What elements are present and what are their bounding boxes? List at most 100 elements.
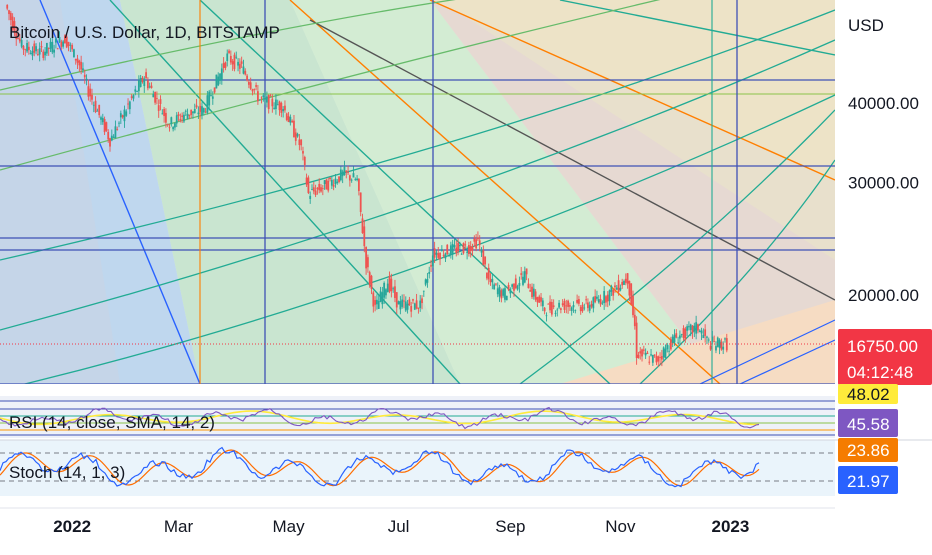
price-candle (437, 246, 440, 260)
price-candle (219, 73, 221, 85)
price-candle (156, 91, 158, 105)
price-candle (242, 59, 245, 75)
price-candle (352, 166, 355, 178)
price-candle (724, 337, 726, 343)
price-candle (289, 114, 292, 126)
price-candle (641, 348, 643, 362)
price-candle (587, 298, 589, 312)
price-candle (174, 122, 176, 131)
rsi-indicator-label[interactable]: RSI (14, close, SMA, 14, 2) (9, 413, 215, 432)
price-candle (379, 286, 382, 303)
price-candle (471, 243, 474, 256)
price-candle (529, 283, 532, 292)
price-candle (556, 307, 559, 317)
price-candle (94, 96, 97, 114)
price-candle (549, 295, 551, 313)
price-candle (513, 283, 515, 297)
price-candle (704, 324, 707, 343)
price-candle (599, 294, 602, 307)
price-candle (262, 92, 265, 102)
price-candle (686, 324, 689, 337)
price-candle (222, 57, 225, 73)
price-candle (98, 104, 101, 118)
price-candle (574, 309, 577, 314)
price-candle (121, 114, 124, 119)
price-candle (55, 37, 57, 49)
price-candle (664, 344, 667, 359)
price-candle (698, 329, 701, 333)
price-candle (118, 121, 120, 128)
price-candle (280, 101, 283, 118)
price-candle (579, 304, 582, 315)
price-candle (615, 285, 618, 290)
price-candle (688, 321, 690, 331)
price-candle (190, 109, 193, 119)
price-candle (458, 241, 461, 250)
price-candle (700, 327, 703, 341)
price-candle (334, 174, 337, 188)
price-candle (112, 134, 115, 138)
price-candle (633, 308, 636, 330)
price-candle (500, 288, 503, 303)
price-candle (238, 58, 241, 75)
price-candle (11, 13, 14, 31)
price-candle (412, 298, 414, 304)
price-candle (303, 155, 306, 171)
price-candle (193, 103, 196, 114)
stoch-indicator-label[interactable]: Stoch (14, 1, 3) (9, 463, 125, 482)
price-candle (680, 333, 683, 338)
stoch-pane (0, 439, 932, 496)
price-candle (554, 310, 557, 317)
price-candle (154, 91, 156, 105)
price-candle (504, 285, 506, 303)
rsi-line (0, 406, 760, 430)
price-candle (455, 240, 458, 257)
price-candle (655, 351, 658, 366)
price-candle (399, 295, 402, 315)
last-price-badge: 16750.00 04:12:48 (838, 329, 932, 385)
y-tick-label: 30000.00 (848, 174, 919, 193)
price-candle (716, 336, 719, 348)
symbol-title[interactable]: Bitcoin / U.S. Dollar, 1D, BITSTAMP (9, 23, 280, 42)
price-candle (83, 69, 86, 84)
price-candle (336, 179, 339, 185)
price-candle (157, 99, 160, 118)
price-candle (440, 245, 443, 252)
price-candle (359, 192, 362, 217)
price-candle (247, 79, 250, 89)
price-candle (523, 266, 526, 284)
price-candle (29, 50, 32, 55)
price-candle (410, 301, 413, 318)
price-candle (462, 242, 465, 255)
price-candle (159, 95, 162, 111)
price-candle (550, 299, 553, 317)
price-candle (406, 299, 409, 314)
price-candle (659, 352, 661, 365)
price-candle (15, 26, 18, 46)
price-candle (9, 10, 12, 26)
price-candle (630, 283, 633, 306)
price-candle (707, 337, 710, 343)
price-candle (603, 286, 606, 310)
price-candle (516, 284, 519, 291)
price-candle (702, 328, 705, 339)
price-candle (22, 44, 25, 55)
price-candle (431, 249, 434, 269)
price-candle (49, 37, 52, 52)
price-candle (377, 294, 380, 310)
price-candle (394, 279, 396, 303)
price-candle (385, 288, 387, 299)
price-candle (720, 338, 723, 351)
price-candle (489, 272, 492, 286)
price-candle (572, 301, 575, 313)
price-candle (172, 126, 175, 132)
price-candle (96, 108, 99, 112)
price-candle (206, 90, 209, 115)
price-candle (42, 49, 45, 61)
price-candle (258, 99, 261, 101)
price-candle (697, 323, 699, 334)
y-tick-label: 20000.00 (848, 286, 919, 305)
price-candle (421, 295, 423, 310)
